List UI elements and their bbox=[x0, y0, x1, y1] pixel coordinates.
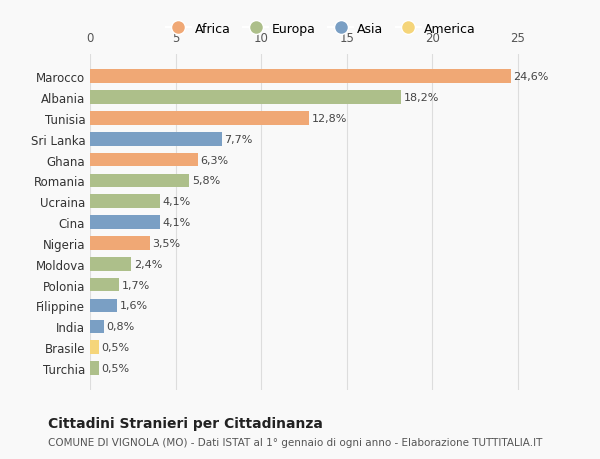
Text: 4,1%: 4,1% bbox=[163, 218, 191, 228]
Text: 7,7%: 7,7% bbox=[224, 134, 253, 145]
Text: 3,5%: 3,5% bbox=[152, 238, 181, 248]
Bar bbox=[90, 216, 160, 230]
Text: 4,1%: 4,1% bbox=[163, 197, 191, 207]
Text: 24,6%: 24,6% bbox=[514, 72, 549, 82]
Bar bbox=[90, 112, 309, 125]
Text: 6,3%: 6,3% bbox=[200, 155, 229, 165]
Bar bbox=[90, 174, 189, 188]
Text: 1,7%: 1,7% bbox=[122, 280, 150, 290]
Text: 2,4%: 2,4% bbox=[134, 259, 162, 269]
Text: COMUNE DI VIGNOLA (MO) - Dati ISTAT al 1° gennaio di ogni anno - Elaborazione TU: COMUNE DI VIGNOLA (MO) - Dati ISTAT al 1… bbox=[48, 437, 542, 447]
Legend: Africa, Europa, Asia, America: Africa, Europa, Asia, America bbox=[161, 18, 481, 41]
Bar bbox=[90, 195, 160, 208]
Bar bbox=[90, 320, 104, 333]
Text: 0,5%: 0,5% bbox=[101, 342, 129, 353]
Bar bbox=[90, 278, 119, 292]
Bar bbox=[90, 153, 198, 167]
Bar bbox=[90, 257, 131, 271]
Bar bbox=[90, 133, 222, 146]
Bar bbox=[90, 341, 98, 354]
Text: 0,8%: 0,8% bbox=[106, 322, 134, 331]
Bar bbox=[90, 361, 98, 375]
Bar bbox=[90, 70, 511, 84]
Bar bbox=[90, 299, 118, 313]
Text: 5,8%: 5,8% bbox=[192, 176, 220, 186]
Text: Cittadini Stranieri per Cittadinanza: Cittadini Stranieri per Cittadinanza bbox=[48, 416, 323, 430]
Text: 18,2%: 18,2% bbox=[404, 93, 439, 103]
Bar bbox=[90, 91, 401, 105]
Bar bbox=[90, 237, 150, 250]
Text: 0,5%: 0,5% bbox=[101, 363, 129, 373]
Text: 1,6%: 1,6% bbox=[120, 301, 148, 311]
Text: 12,8%: 12,8% bbox=[311, 114, 347, 123]
